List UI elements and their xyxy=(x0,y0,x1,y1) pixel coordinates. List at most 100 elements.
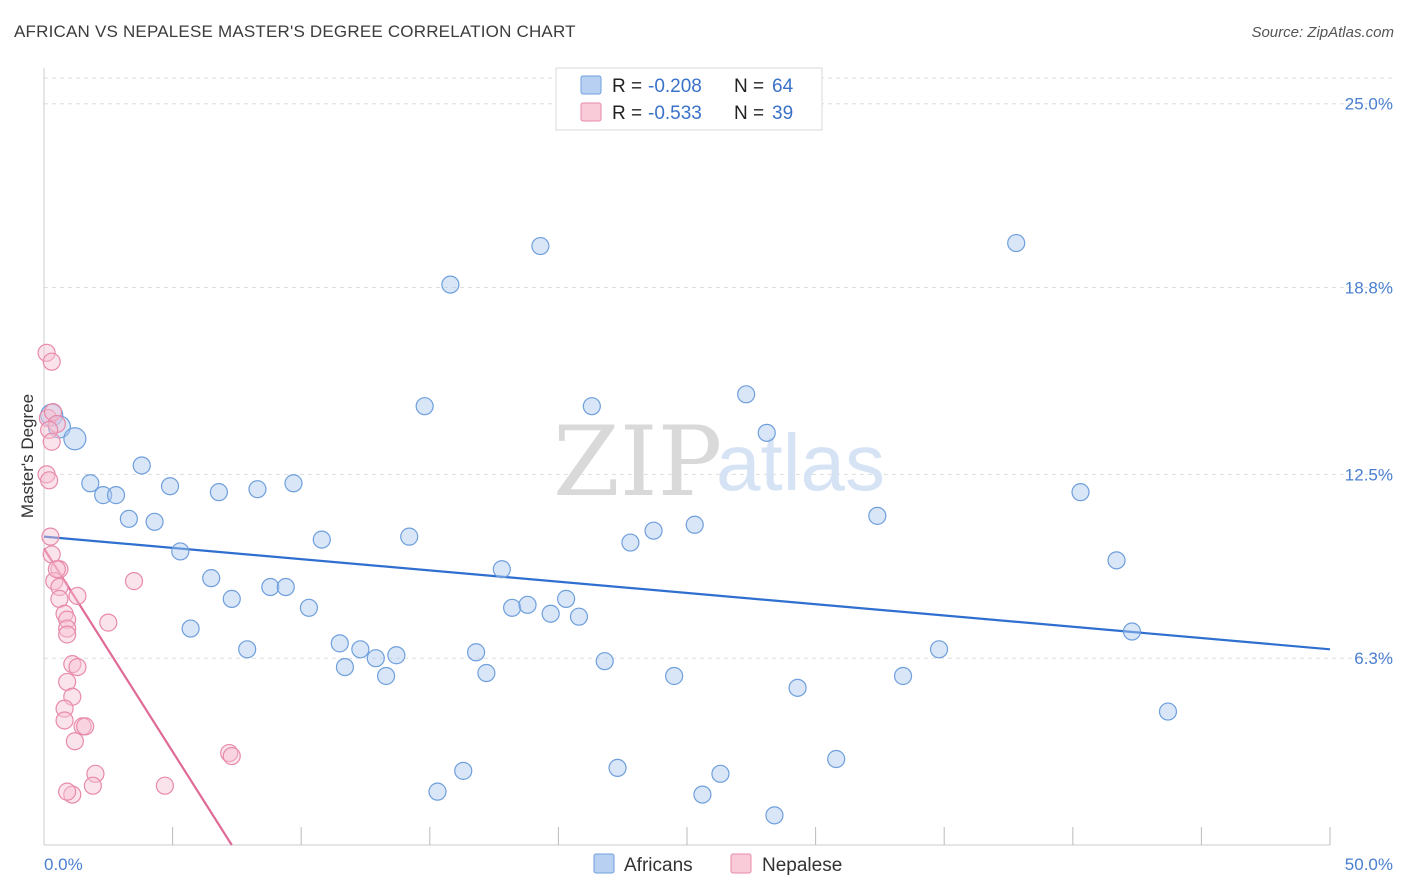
y-tick-label: 25.0% xyxy=(1345,95,1393,114)
point-nepalese xyxy=(68,586,87,606)
legend: R = -0.208 N = 64 R = -0.533 N = 39 xyxy=(555,67,823,131)
legend-r-label-africans: R = xyxy=(612,76,642,97)
source-credit: Source: ZipAtlas.com xyxy=(1251,24,1394,41)
point-nepalese xyxy=(86,764,105,783)
point-africans xyxy=(1071,483,1090,502)
y-tick-label: 6.3% xyxy=(1354,649,1393,668)
bottom-legend-africans: Africans xyxy=(624,855,693,876)
point-africans xyxy=(737,385,756,404)
x-tick-label-min: 0.0% xyxy=(44,855,83,874)
point-africans xyxy=(518,595,537,614)
point-nepalese xyxy=(47,560,66,579)
point-africans xyxy=(531,236,550,256)
point-africans xyxy=(171,542,190,561)
point-africans xyxy=(557,589,576,608)
point-africans xyxy=(238,640,257,659)
point-africans xyxy=(351,640,370,659)
point-africans xyxy=(665,666,684,686)
legend-r-value-nepalese: -0.533 xyxy=(648,103,702,124)
trend-lines xyxy=(43,535,1331,846)
point-nepalese xyxy=(76,717,95,736)
y-tick-label: 18.8% xyxy=(1345,279,1393,298)
point-africans xyxy=(608,758,627,778)
point-nepalese xyxy=(41,527,60,546)
point-africans xyxy=(94,486,113,505)
data-points xyxy=(37,233,1178,825)
point-nepalese xyxy=(42,432,61,451)
point-africans xyxy=(1122,622,1142,641)
y-axis-label: Master's Degree xyxy=(18,394,37,518)
point-africans xyxy=(492,560,511,579)
point-nepalese xyxy=(43,402,63,422)
point-nepalese xyxy=(37,343,56,362)
point-africans xyxy=(415,397,434,416)
point-africans xyxy=(868,506,887,525)
point-nepalese xyxy=(83,776,102,795)
legend-r-value-africans: -0.208 xyxy=(648,76,702,97)
bottom-legend-nepalese: Nepalese xyxy=(762,855,842,876)
point-nepalese xyxy=(99,613,118,632)
point-africans xyxy=(400,527,419,546)
point-nepalese xyxy=(68,657,87,677)
point-africans xyxy=(222,589,241,608)
point-nepalese xyxy=(58,625,77,644)
point-africans xyxy=(428,782,447,801)
point-africans xyxy=(145,512,164,531)
point-africans xyxy=(81,474,100,493)
legend-swatch-nepalese xyxy=(580,102,602,122)
point-africans xyxy=(160,477,180,496)
point-africans xyxy=(209,483,228,502)
point-africans xyxy=(711,764,730,783)
point-nepalese xyxy=(40,471,59,490)
point-africans xyxy=(582,397,601,416)
point-africans xyxy=(693,785,712,804)
point-africans xyxy=(685,515,704,534)
point-africans xyxy=(757,423,776,442)
point-africans xyxy=(376,666,396,686)
point-africans xyxy=(202,569,221,588)
bottom-legend-swatch-africans xyxy=(593,853,615,874)
point-africans xyxy=(893,666,913,686)
point-africans xyxy=(1158,702,1178,721)
point-africans xyxy=(827,749,846,769)
x-ticks xyxy=(172,827,1331,845)
point-nepalese xyxy=(222,746,241,766)
point-africans xyxy=(477,663,496,683)
point-africans xyxy=(132,456,151,475)
legend-r-label-nepalese: R = xyxy=(612,103,642,124)
x-tick-label-max: 50.0% xyxy=(1345,855,1393,874)
point-nepalese xyxy=(42,352,61,371)
point-nepalese xyxy=(45,572,64,591)
legend-swatch-africans xyxy=(580,75,602,95)
point-nepalese xyxy=(155,776,174,795)
point-africans xyxy=(284,474,303,493)
point-nepalese xyxy=(58,782,77,801)
point-nepalese xyxy=(40,420,59,439)
point-nepalese xyxy=(65,732,84,751)
point-africans xyxy=(621,533,640,552)
point-africans xyxy=(595,652,614,671)
point-nepalese xyxy=(58,619,77,638)
y-tick-label: 12.5% xyxy=(1345,465,1393,484)
point-africans xyxy=(335,657,355,677)
point-africans xyxy=(503,598,522,617)
point-africans xyxy=(1007,233,1026,253)
point-africans xyxy=(541,604,560,623)
point-africans xyxy=(466,643,486,662)
point-africans xyxy=(106,486,126,505)
chart-title: AFRICAN VS NEPALESE MASTER'S DEGREE CORR… xyxy=(14,22,576,41)
legend-n-label-nepalese: N = xyxy=(734,103,764,124)
trend-line-africans xyxy=(43,535,1331,651)
y-tick-labels: 6.3% 12.5% 18.8% 25.0% xyxy=(1345,95,1393,668)
point-africans xyxy=(119,509,138,528)
point-nepalese xyxy=(55,711,74,730)
point-africans xyxy=(569,607,589,626)
watermark-zip: ZIP xyxy=(553,406,722,518)
point-africans xyxy=(929,640,949,659)
bottom-legend: Africans Nepalese xyxy=(593,853,842,876)
legend-n-label-africans: N = xyxy=(734,76,764,97)
point-africans xyxy=(330,634,349,653)
point-africans xyxy=(454,761,473,780)
legend-n-value-nepalese: 39 xyxy=(772,103,793,124)
